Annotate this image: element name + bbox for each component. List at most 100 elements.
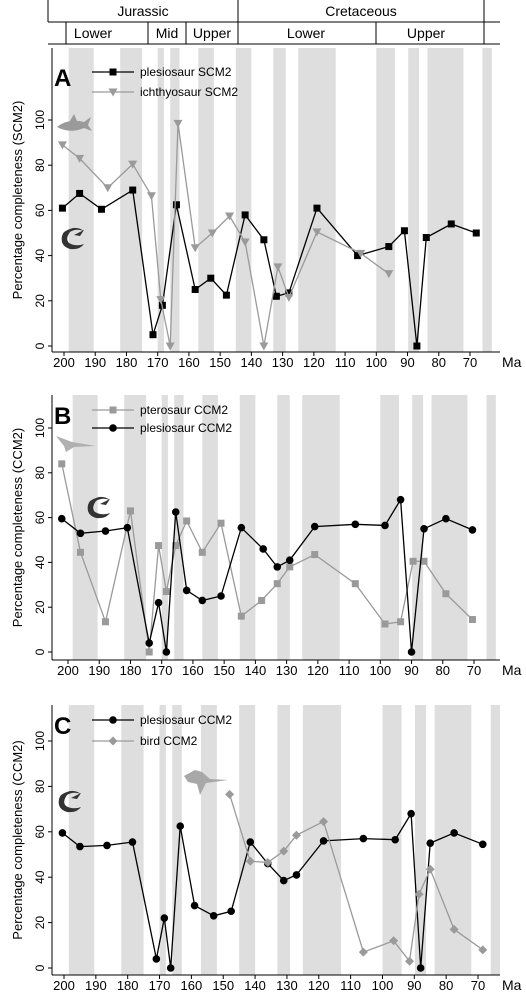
stage-band bbox=[277, 395, 290, 660]
y-tick-label: 60 bbox=[33, 825, 47, 839]
legend-marker bbox=[109, 716, 117, 724]
legend-label: bird CCM2 bbox=[140, 734, 198, 748]
data-point bbox=[165, 342, 175, 351]
y-tick-label: 80 bbox=[33, 466, 47, 480]
stage-band bbox=[427, 48, 464, 352]
x-tick-label: 170 bbox=[149, 978, 171, 993]
data-point bbox=[182, 586, 191, 595]
legend-marker bbox=[108, 88, 118, 97]
data-point bbox=[240, 238, 250, 247]
x-tick-label: 80 bbox=[436, 663, 450, 678]
data-point bbox=[156, 296, 166, 305]
y-tick-label: 0 bbox=[33, 648, 47, 655]
data-point bbox=[173, 119, 183, 128]
data-point bbox=[313, 204, 321, 212]
y-axis-label: Percentage completeness (CCM2) bbox=[10, 428, 25, 627]
stage-band bbox=[174, 395, 184, 660]
data-point bbox=[162, 588, 170, 596]
y-tick-label: 100 bbox=[33, 731, 47, 751]
data-point bbox=[356, 249, 366, 258]
data-point bbox=[146, 192, 156, 201]
data-point bbox=[468, 526, 477, 534]
stage-band bbox=[159, 705, 166, 975]
data-point bbox=[101, 527, 110, 535]
data-point bbox=[263, 857, 273, 867]
data-point bbox=[286, 563, 294, 571]
panel-label: B bbox=[54, 403, 71, 430]
data-point bbox=[260, 236, 268, 244]
x-tick-label: 100 bbox=[369, 663, 391, 678]
data-point bbox=[241, 211, 249, 219]
data-point bbox=[162, 648, 171, 656]
data-point bbox=[176, 822, 185, 830]
legend-marker bbox=[108, 736, 118, 746]
data-point bbox=[354, 252, 362, 260]
epoch-jurassic-upper: Upper bbox=[193, 25, 231, 41]
data-point bbox=[172, 542, 180, 550]
bird-silhouette-icon bbox=[184, 770, 228, 795]
y-tick-label: 60 bbox=[33, 511, 47, 525]
x-tick-label: 110 bbox=[340, 978, 361, 993]
stage-band bbox=[408, 48, 420, 352]
data-point bbox=[468, 616, 476, 624]
data-point bbox=[384, 270, 394, 279]
stage-band bbox=[486, 395, 496, 660]
data-point bbox=[237, 612, 245, 620]
stage-band bbox=[157, 48, 164, 352]
plesiosaur-silhouette-icon bbox=[61, 227, 84, 250]
data-point bbox=[225, 212, 235, 221]
x-tick-label: 200 bbox=[53, 355, 75, 370]
stage-band bbox=[273, 48, 286, 352]
x-tick-label: 180 bbox=[117, 978, 139, 993]
data-point bbox=[190, 244, 200, 253]
data-point bbox=[258, 596, 266, 604]
stage-band bbox=[239, 395, 256, 660]
legend-label: plesiosaur SCM2 bbox=[140, 65, 232, 79]
panel-a: 0 20 40 60 80 100 200 190 180 170 160 150 140 130 120 1… bbox=[10, 48, 522, 370]
data-point bbox=[351, 520, 360, 529]
data-point bbox=[311, 551, 319, 559]
period-cretaceous: Cretaceous bbox=[325, 3, 397, 19]
x-tick-label: 160 bbox=[178, 355, 200, 370]
data-point bbox=[246, 838, 255, 846]
data-point bbox=[145, 639, 153, 647]
data-point bbox=[279, 846, 289, 856]
data-point bbox=[126, 507, 134, 515]
data-point bbox=[396, 495, 405, 504]
data-point bbox=[385, 243, 393, 251]
x-tick-label: 190 bbox=[85, 978, 107, 993]
panel-label: C bbox=[54, 713, 71, 740]
data-point bbox=[191, 286, 199, 293]
x-tick-label: 70 bbox=[463, 355, 477, 370]
epoch-cretaceous-lower: Lower bbox=[287, 25, 325, 41]
data-point bbox=[76, 548, 84, 556]
data-point bbox=[58, 460, 66, 468]
plesiosaur-silhouette-icon bbox=[87, 496, 110, 519]
data-point bbox=[381, 620, 389, 628]
data-point bbox=[217, 592, 225, 600]
stage-band bbox=[414, 705, 427, 975]
period-header: Jurassic Cretaceous Lower Mid Upper Lowe… bbox=[47, 0, 500, 45]
data-point bbox=[76, 529, 85, 538]
x-tick-label: 180 bbox=[120, 663, 142, 678]
data-point bbox=[58, 829, 67, 837]
data-point bbox=[183, 517, 191, 525]
data-point bbox=[145, 648, 153, 656]
data-point bbox=[422, 234, 430, 242]
x-tick-label: 110 bbox=[335, 355, 356, 370]
data-point bbox=[76, 842, 84, 851]
data-point bbox=[420, 557, 428, 565]
data-point bbox=[291, 830, 301, 840]
shark-silhouette-icon bbox=[57, 114, 92, 131]
y-tick-label: 20 bbox=[33, 600, 47, 614]
x-tick-label: 150 bbox=[212, 978, 234, 993]
data-point bbox=[426, 839, 435, 847]
data-point bbox=[407, 809, 415, 818]
data-point bbox=[103, 184, 113, 193]
y-tick-label: 0 bbox=[33, 964, 47, 971]
panel-label: A bbox=[54, 65, 71, 92]
y-tick-label: 80 bbox=[33, 779, 47, 793]
x-tick-label: 150 bbox=[209, 355, 231, 370]
stage-band bbox=[72, 395, 98, 660]
data-point bbox=[397, 618, 405, 626]
